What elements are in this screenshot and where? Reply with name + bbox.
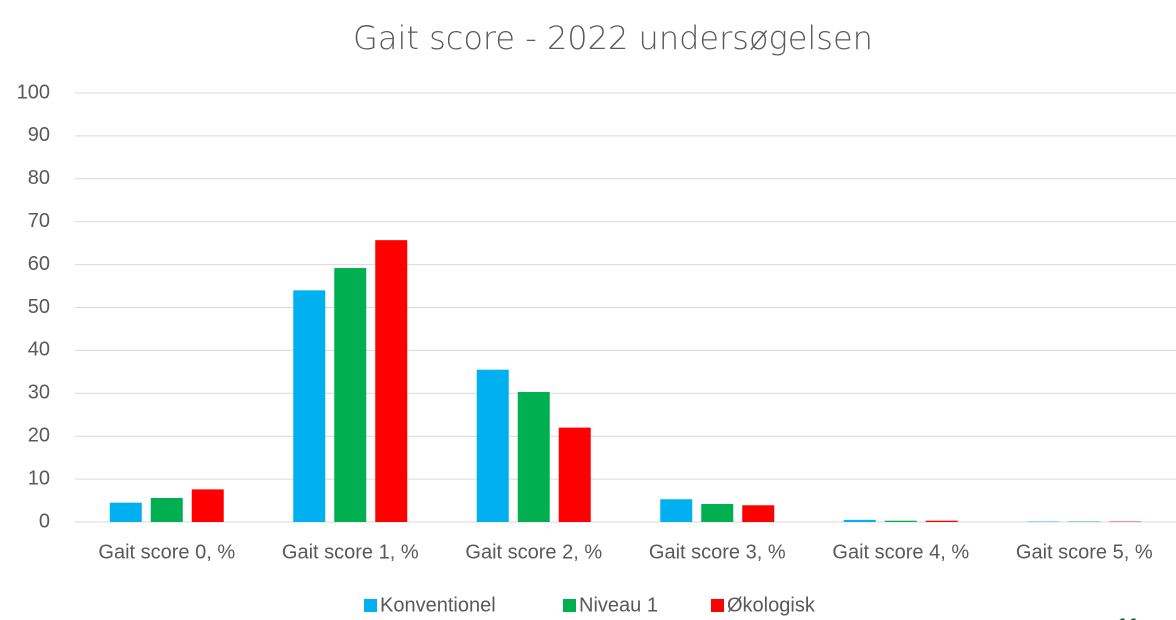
x-tick-label: Gait score 2, %	[465, 541, 602, 563]
legend-label: Konventionel	[380, 594, 496, 616]
page-number: 11	[1116, 614, 1139, 620]
bar	[109, 502, 142, 522]
bar	[375, 240, 408, 522]
bar	[334, 268, 367, 522]
legend-swatch	[563, 599, 576, 612]
y-tick-label: 60	[28, 253, 50, 275]
y-tick-label: 50	[28, 296, 50, 318]
legend-swatch	[711, 599, 724, 612]
bar	[476, 369, 509, 522]
bar	[660, 499, 693, 522]
y-tick-label: 90	[28, 124, 50, 146]
y-tick-label: 100	[17, 81, 50, 103]
legend-swatch	[364, 599, 377, 612]
bar	[884, 520, 917, 522]
y-tick-label: 0	[39, 510, 50, 532]
bar	[558, 427, 591, 522]
chart-title: Gait score - 2022 undersøgelsen	[353, 19, 873, 57]
x-tick-label: Gait score 4, %	[832, 541, 969, 563]
y-tick-label: 70	[28, 210, 50, 232]
x-tick-label: Gait score 3, %	[649, 541, 786, 563]
legend-label: Økologisk	[727, 594, 816, 616]
y-tick-label: 20	[28, 424, 50, 446]
y-tick-label: 80	[28, 167, 50, 189]
bar	[517, 392, 550, 522]
bar	[742, 505, 775, 522]
y-tick-label: 40	[28, 339, 50, 361]
x-tick-label: Gait score 1, %	[282, 541, 419, 563]
bar	[925, 520, 958, 522]
bar	[150, 497, 183, 522]
x-tick-label: Gait score 0, %	[98, 541, 235, 563]
y-tick-label: 30	[28, 382, 50, 404]
bar	[293, 290, 326, 522]
y-tick-label: 10	[28, 467, 50, 489]
legend-label: Niveau 1	[579, 594, 658, 616]
x-tick-label: Gait score 5, %	[1016, 541, 1153, 563]
bar	[843, 519, 876, 522]
bar	[701, 503, 734, 522]
bar	[191, 489, 224, 522]
